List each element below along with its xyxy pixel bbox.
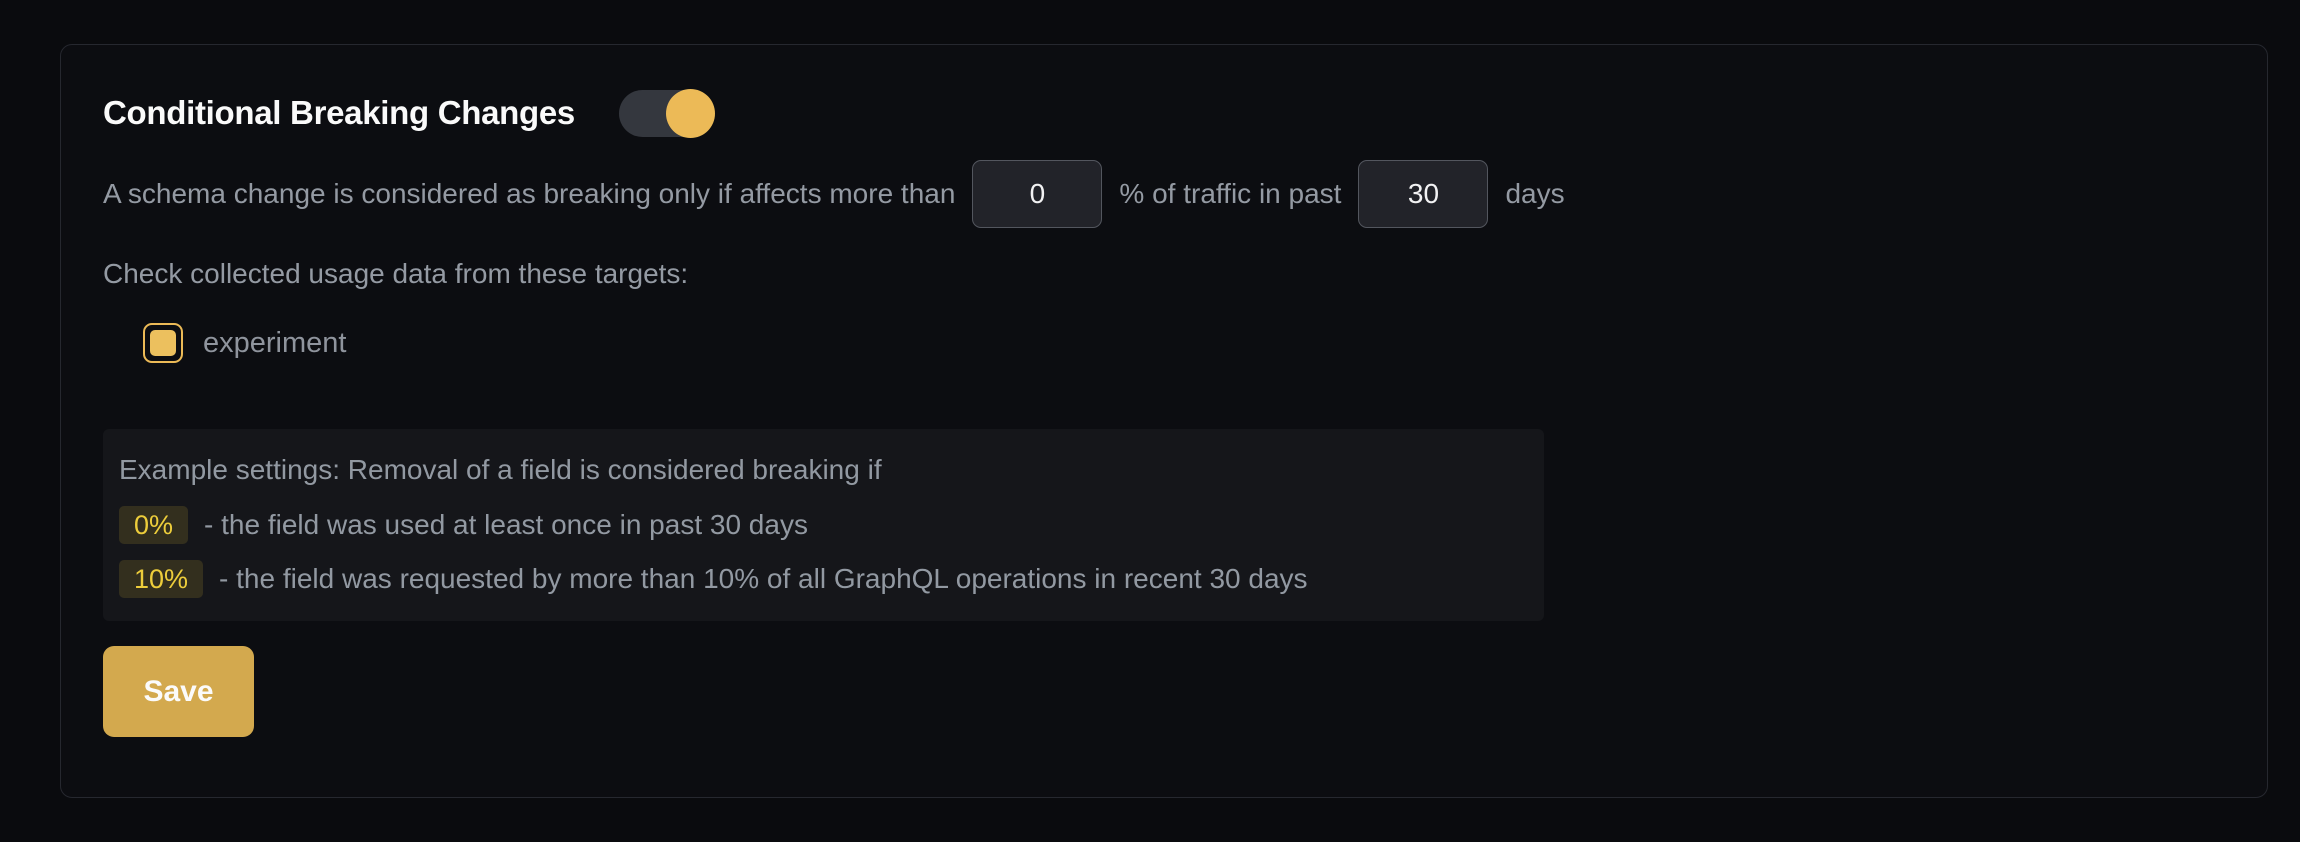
threshold-prefix-text: A schema change is considered as breakin… <box>103 178 956 209</box>
period-days-input[interactable] <box>1358 160 1489 228</box>
percentage-badge: 0% <box>119 506 189 544</box>
target-checkbox[interactable] <box>143 323 183 363</box>
rule-description-text: - the field was used at least once in pa… <box>204 509 808 540</box>
example-intro-text: Example settings: Removal of a field is … <box>119 454 882 485</box>
targets-section-label: Check collected usage data from these ta… <box>103 258 689 289</box>
card-header: Conditional Breaking Changes <box>103 88 2225 138</box>
rule-description-text: - the field was requested by more than 1… <box>219 563 1308 594</box>
example-rule: 0% - the field was used at least once in… <box>119 505 1520 545</box>
threshold-suffix-text: days <box>1505 178 1565 209</box>
target-list-item: experiment <box>143 323 2225 363</box>
example-settings-box: Example settings: Removal of a field is … <box>103 429 1544 621</box>
traffic-percentage-input[interactable] <box>972 160 1103 228</box>
threshold-sentence: A schema change is considered as breakin… <box>103 159 2225 229</box>
percentage-badge: 10% <box>119 560 204 598</box>
page-title: Conditional Breaking Changes <box>103 94 575 131</box>
toggle-thumb-icon <box>666 88 715 138</box>
target-name-label: experiment <box>203 326 347 359</box>
example-rule: 10% - the field was requested by more th… <box>119 559 1520 599</box>
feature-toggle[interactable] <box>619 88 715 138</box>
threshold-middle-text: % of traffic in past <box>1119 178 1342 209</box>
save-button[interactable]: Save <box>103 646 254 737</box>
checkbox-checked-icon <box>150 330 176 356</box>
conditional-breaking-changes-card: Conditional Breaking Changes A schema ch… <box>60 44 2268 798</box>
